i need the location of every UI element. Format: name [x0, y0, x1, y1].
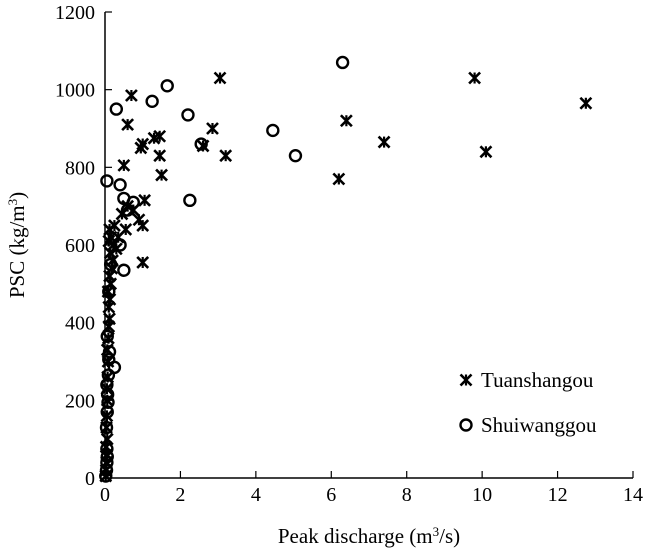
- data-point-tuanshangou: [136, 219, 150, 233]
- data-point-shuiwanggou: [335, 55, 350, 70]
- data-points: [99, 55, 593, 483]
- x-axis-title: Peak discharge (m3/s): [278, 524, 460, 549]
- data-point-shuiwanggou: [100, 449, 114, 464]
- data-point-tuanshangou: [117, 158, 131, 172]
- data-point-tuanshangou: [136, 137, 150, 151]
- data-point-tuanshangou: [138, 193, 152, 207]
- data-point-tuanshangou: [124, 89, 138, 102]
- x-tick-label: 12: [548, 484, 568, 506]
- legend-item-tuanshangou: Tuanshangou: [459, 368, 594, 392]
- data-point-shuiwanggou: [109, 102, 124, 116]
- data-point-shuiwanggou: [100, 329, 114, 343]
- data-point-tuanshangou: [153, 149, 167, 163]
- data-point-shuiwanggou: [107, 360, 122, 375]
- data-point-shuiwanggou: [183, 193, 197, 208]
- data-point-tuanshangou: [377, 135, 391, 149]
- data-point-tuanshangou: [213, 71, 227, 85]
- data-point-shuiwanggou: [113, 238, 127, 252]
- x-tick-label: 8: [402, 484, 412, 506]
- legend-label-shuiwanggou: Shuiwanggou: [481, 413, 597, 437]
- data-point-shuiwanggou: [194, 137, 208, 151]
- data-point-shuiwanggou: [99, 469, 113, 483]
- data-point-tuanshangou: [134, 141, 148, 155]
- data-point-tuanshangou: [103, 312, 116, 326]
- data-point-shuiwanggou: [99, 420, 114, 435]
- x-tick-label: 6: [326, 484, 336, 506]
- data-point-shuiwanggou: [126, 195, 140, 209]
- data-point-tuanshangou: [155, 168, 168, 182]
- data-point-tuanshangou: [579, 96, 593, 110]
- data-point-shuiwanggou: [99, 463, 114, 477]
- data-point-shuiwanggou: [102, 345, 117, 359]
- y-axis-title-superscript: 3: [5, 199, 20, 206]
- data-point-tuanshangou: [219, 149, 233, 163]
- legend-circle-shape: [459, 418, 473, 432]
- y-tick-label: 200: [65, 390, 95, 412]
- axes: [104, 12, 633, 479]
- data-point-shuiwanggou: [266, 123, 280, 138]
- x-tick-label: 2: [175, 484, 185, 506]
- x-tick-label: 0: [100, 484, 110, 506]
- data-point-shuiwanggou: [100, 387, 115, 402]
- x-tick-label: 10: [472, 484, 492, 506]
- data-point-shuiwanggou: [100, 442, 114, 456]
- y-tick-label: 600: [65, 235, 95, 257]
- data-point-tuanshangou: [153, 129, 167, 143]
- data-point-tuanshangou: [479, 145, 493, 159]
- y-axis-title-main: PSC (kg/m: [5, 205, 29, 298]
- data-point-tuanshangou: [121, 118, 135, 132]
- data-point-tuanshangou: [339, 114, 353, 128]
- data-point-shuiwanggou: [288, 148, 303, 163]
- data-point-tuanshangou: [468, 71, 482, 85]
- y-axis-title: PSC (kg/m3): [5, 192, 30, 298]
- x-axis-title-superscript: 3: [433, 524, 440, 539]
- data-point-shuiwanggou: [101, 395, 115, 409]
- y-tick-label: 800: [65, 157, 95, 179]
- x-tick-label: 14: [623, 484, 643, 506]
- data-point-shuiwanggou: [117, 263, 131, 277]
- data-point-tuanshangou: [206, 122, 219, 135]
- y-tick-label: 0: [85, 468, 95, 490]
- legend-star-x-shape: [459, 373, 473, 387]
- x-axis-title-end: /s): [439, 524, 460, 548]
- legend-label-tuanshangou: Tuanshangou: [481, 368, 594, 392]
- data-point-shuiwanggou: [181, 108, 195, 122]
- data-point-shuiwanggou: [100, 174, 114, 188]
- data-point-tuanshangou: [100, 409, 114, 423]
- data-point-shuiwanggou: [145, 94, 159, 109]
- data-point-tuanshangou: [108, 219, 121, 233]
- data-point-shuiwanggou: [100, 405, 114, 419]
- data-point-shuiwanggou: [100, 455, 114, 470]
- legend-marker-open-circle-icon: [459, 418, 473, 432]
- data-point-shuiwanggou: [103, 257, 118, 272]
- y-tick-label: 1000: [55, 80, 95, 102]
- y-tick-label: 400: [65, 313, 95, 335]
- data-point-shuiwanggou: [160, 79, 174, 93]
- legend: Tuanshangou Shuiwanggou: [459, 368, 597, 437]
- data-point-tuanshangou: [332, 172, 346, 186]
- legend-item-shuiwanggou: Shuiwanggou: [459, 413, 597, 437]
- y-tick-label: 1200: [55, 2, 95, 24]
- data-point-tuanshangou: [136, 256, 150, 269]
- data-point-shuiwanggou: [102, 284, 116, 299]
- ticks: 0 2 4 6 8 10 12 14 0 200 400 600 800 1000 1200: [55, 2, 643, 506]
- y-axis-title-end: ): [5, 192, 29, 199]
- x-axis-title-main: Peak discharge (m: [278, 524, 433, 548]
- x-tick-label: 4: [251, 484, 261, 506]
- legend-marker-star-x-icon: [459, 373, 473, 387]
- data-point-tuanshangou: [119, 223, 133, 236]
- data-point-shuiwanggou: [113, 178, 127, 192]
